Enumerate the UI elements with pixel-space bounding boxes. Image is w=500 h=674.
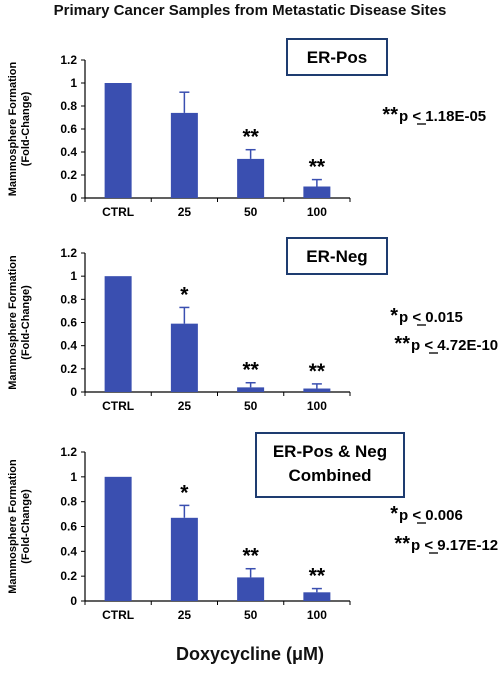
- y-tick-label: 0.2: [60, 362, 77, 376]
- panel-title-box: [286, 237, 388, 275]
- y-tick-label: 0.4: [60, 145, 77, 159]
- y-axis-label: (Fold-Change): [20, 285, 32, 360]
- y-tick-label: 0.2: [60, 569, 77, 583]
- bar: [303, 186, 331, 198]
- x-tick-label: 100: [307, 608, 327, 622]
- significance-stars: **: [242, 359, 259, 382]
- pvalue-text: p < 1.18E-05: [399, 108, 486, 125]
- x-tick-label: 25: [178, 608, 192, 622]
- bar: [303, 388, 331, 392]
- y-tick-label: 0: [70, 191, 77, 205]
- x-tick-label: 50: [244, 608, 258, 622]
- y-tick-label: 1: [70, 470, 77, 484]
- x-tick-label: 50: [244, 205, 258, 219]
- bar: [237, 158, 265, 198]
- y-tick-label: 0.8: [60, 292, 77, 306]
- bar: [170, 517, 198, 601]
- x-axis-title: Doxycycline (μM): [175, 644, 325, 664]
- y-tick-label: 0.6: [60, 520, 77, 534]
- y-tick-label: 0.8: [60, 99, 77, 113]
- significance-stars: **: [309, 565, 326, 588]
- y-axis-label: (Fold-Change): [20, 489, 32, 564]
- significance-stars: *: [180, 283, 189, 306]
- panel-title-box: [255, 432, 405, 498]
- bar: [104, 276, 132, 392]
- pvalue-text: p < 4.72E-10: [411, 337, 498, 354]
- bar: [303, 592, 331, 601]
- bar: [104, 476, 132, 601]
- x-tick-label: CTRL: [102, 205, 134, 219]
- y-axis-label: Mammosphere Formation: [7, 459, 19, 594]
- x-tick-label: CTRL: [102, 399, 134, 413]
- x-tick-label: 100: [307, 399, 327, 413]
- panel-title-line: Combined: [288, 466, 371, 485]
- significance-stars: **: [309, 156, 326, 179]
- x-tick-label: CTRL: [102, 608, 134, 622]
- bar: [104, 83, 132, 198]
- panel-title: ER-Pos: [307, 48, 367, 67]
- pvalue-stars: **: [382, 104, 398, 126]
- pvalue-text: p < 9.17E-12: [411, 537, 498, 554]
- y-tick-label: 1: [70, 76, 77, 90]
- y-tick-label: 0.4: [60, 544, 77, 558]
- pvalue-text: p < 0.015: [399, 309, 463, 326]
- y-tick-label: 1: [70, 269, 77, 283]
- y-axis-label: Mammosphere Formation: [7, 255, 19, 390]
- pvalue-stars: *: [390, 503, 398, 525]
- x-tick-label: 25: [178, 205, 192, 219]
- pvalue-text: p < 0.006: [399, 507, 463, 524]
- y-axis-label: Mammosphere Formation: [7, 61, 19, 196]
- x-tick-label: 50: [244, 399, 258, 413]
- significance-stars: **: [309, 360, 326, 383]
- significance-stars: **: [242, 126, 259, 149]
- y-tick-label: 0.8: [60, 495, 77, 509]
- bar: [237, 387, 265, 392]
- y-axis-label: (Fold-Change): [20, 91, 32, 166]
- pvalue-stars: **: [394, 333, 410, 355]
- pvalue-stars: *: [390, 305, 398, 327]
- pvalue-stars: **: [394, 533, 410, 555]
- panel-title-box: [286, 38, 388, 76]
- y-tick-label: 1.2: [60, 53, 77, 67]
- significance-stars: **: [242, 545, 259, 568]
- bar: [170, 112, 198, 198]
- bar: [170, 323, 198, 392]
- panel-title-line: ER-Pos & Neg: [273, 442, 387, 461]
- y-tick-label: 0.6: [60, 122, 77, 136]
- panel-title: ER-Neg: [306, 247, 367, 266]
- y-tick-label: 1.2: [60, 246, 77, 260]
- bar: [237, 577, 265, 601]
- y-tick-label: 0.6: [60, 316, 77, 330]
- figure-title: Primary Cancer Samples from Metastatic D…: [53, 2, 447, 19]
- significance-stars: *: [180, 481, 189, 504]
- y-tick-label: 1.2: [60, 445, 77, 459]
- y-tick-label: 0.2: [60, 168, 77, 182]
- y-tick-label: 0: [70, 594, 77, 608]
- x-tick-label: 25: [178, 399, 192, 413]
- y-tick-label: 0: [70, 385, 77, 399]
- x-tick-label: 100: [307, 205, 327, 219]
- y-tick-label: 0.4: [60, 339, 77, 353]
